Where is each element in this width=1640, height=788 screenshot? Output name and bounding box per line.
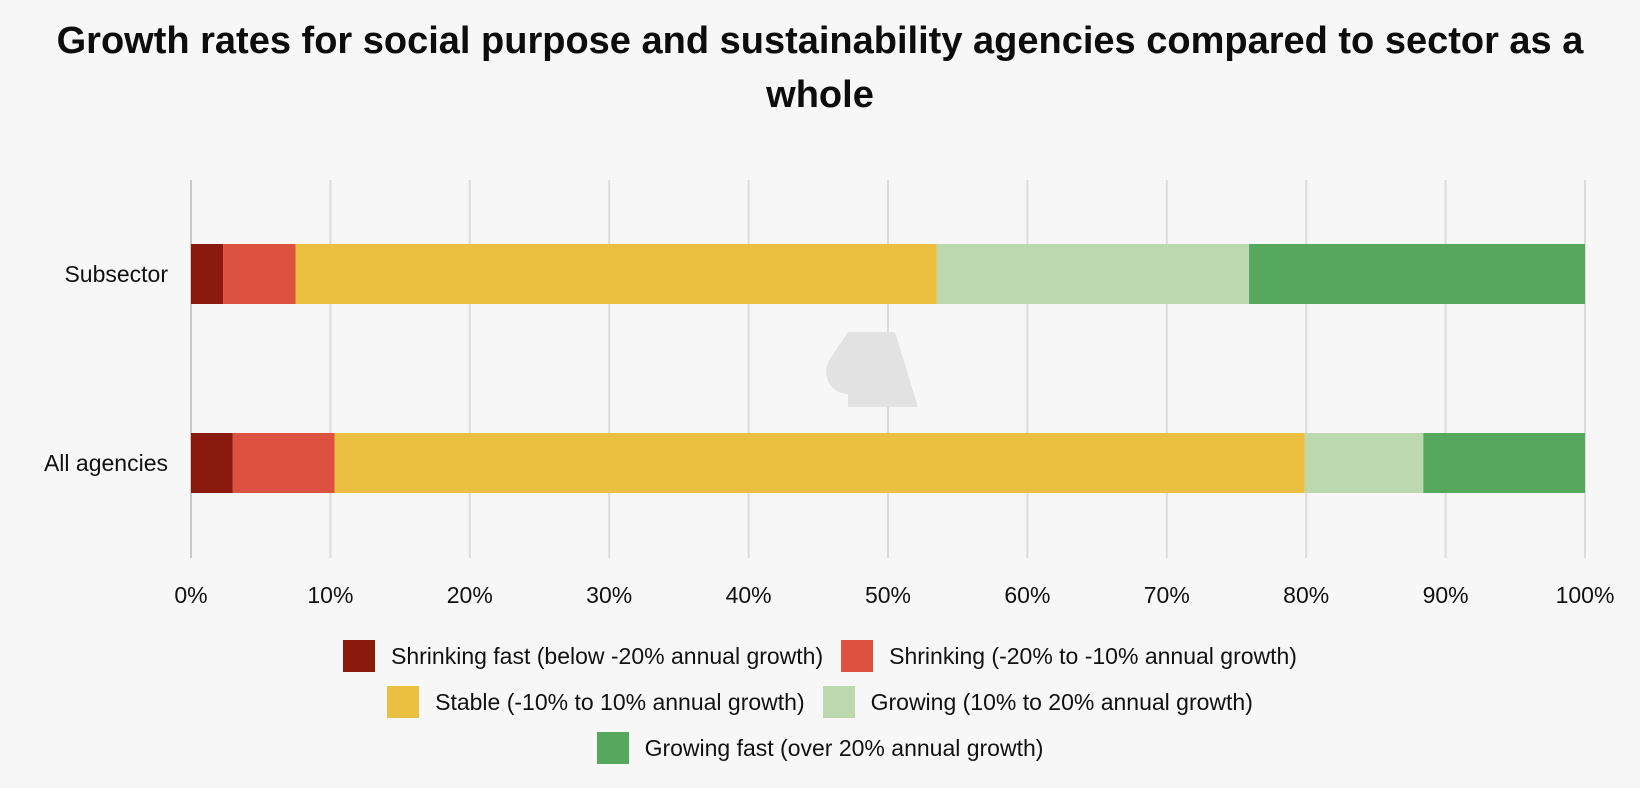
legend-item: Shrinking (-20% to -10% annual growth) (841, 640, 1297, 672)
legend-item: Growing fast (over 20% annual growth) (596, 732, 1044, 764)
x-tick-label: 10% (307, 582, 353, 608)
legend-row: Growing fast (over 20% annual growth) (0, 732, 1640, 764)
watermark-logo (826, 332, 918, 407)
legend-row: Shrinking fast (below -20% annual growth… (0, 640, 1640, 672)
x-tick-label: 20% (447, 582, 493, 608)
legend-swatch (387, 686, 420, 718)
bar-segment (191, 244, 224, 304)
x-tick-label: 80% (1283, 582, 1329, 608)
bar-segment (295, 244, 937, 304)
legend-label: Shrinking (-20% to -10% annual growth) (889, 642, 1297, 669)
legend-swatch (841, 640, 874, 672)
bar-segment (936, 244, 1250, 304)
legend-item: Shrinking fast (below -20% annual growth… (343, 640, 823, 672)
legend-label: Growing (10% to 20% annual growth) (870, 688, 1253, 715)
legend-label: Stable (-10% to 10% annual growth) (435, 688, 805, 715)
legend-row: Stable (-10% to 10% annual growth) Growin… (0, 686, 1640, 718)
x-tick-label: 70% (1144, 582, 1190, 608)
bar-segment (223, 244, 296, 304)
legend-label: Growing fast (over 20% annual growth) (644, 734, 1044, 761)
x-tick-label: 60% (1004, 582, 1050, 608)
x-tick-label: 90% (1423, 582, 1469, 608)
legend-item: Stable (-10% to 10% annual growth) (387, 686, 805, 718)
chart-svg: 0% 10% 20% 30% 40% 50% 60% 70% 80% 90% 100% Subsect… (44, 180, 1614, 608)
legend-swatch (343, 640, 376, 672)
x-tick-label: 100% (1556, 582, 1615, 608)
chart-title: Growth rates for social purpose and sust… (56, 20, 1584, 116)
bar-segment (232, 433, 335, 493)
legend: Shrinking fast (below -20% annual growth… (0, 640, 1640, 764)
bars (191, 244, 1585, 493)
x-tick-label: 50% (865, 582, 911, 608)
y-category-label: Subsector (64, 261, 168, 287)
bar-segment (334, 433, 1305, 493)
x-tick-label: 40% (726, 582, 772, 608)
bar-segment (1304, 433, 1424, 493)
bar-segment (1249, 244, 1585, 304)
legend-swatch (822, 686, 855, 718)
legend-swatch (596, 732, 629, 764)
y-category-label: All agencies (44, 450, 168, 476)
legend-item: Growing (10% to 20% annual growth) (822, 686, 1253, 718)
bar-segment (191, 433, 233, 493)
bar-segment (1423, 433, 1585, 493)
x-tick-label: 30% (586, 582, 632, 608)
x-tick-label: 0% (174, 582, 207, 608)
axis-labels: 0% 10% 20% 30% 40% 50% 60% 70% 80% 90% 100% Subsect… (44, 261, 1614, 608)
grid-lines (190, 180, 1586, 558)
legend-label: Shrinking fast (below -20% annual growth… (391, 642, 824, 669)
